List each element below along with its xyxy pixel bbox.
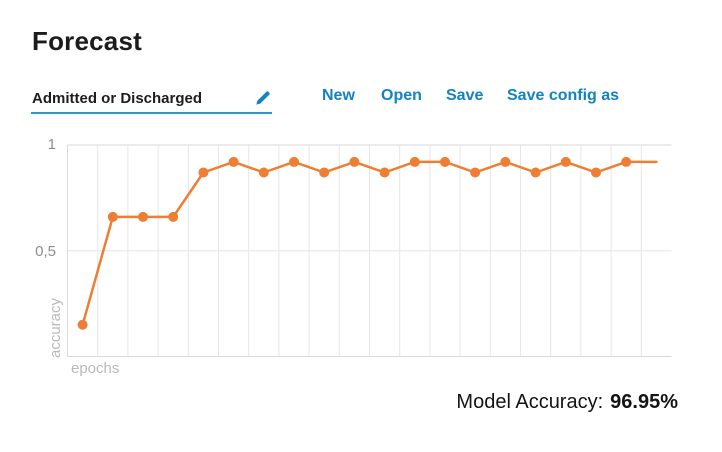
- config-name-value[interactable]: Admitted or Discharged: [32, 89, 203, 107]
- data-point: [530, 167, 541, 178]
- data-point: [349, 156, 360, 167]
- menu-item-save-config-as[interactable]: Save config as: [507, 87, 620, 104]
- menu-item-save[interactable]: Save: [446, 87, 484, 104]
- accuracy-series-line: [81, 160, 658, 327]
- model-accuracy-value: 96.95%: [610, 391, 678, 413]
- y-tick-1: 1: [47, 136, 56, 153]
- data-point: [228, 156, 239, 167]
- data-point: [500, 156, 511, 167]
- model-accuracy-label: Model Accuracy:: [456, 391, 604, 413]
- data-point: [107, 211, 118, 222]
- y-axis-label: accuracy: [47, 297, 64, 358]
- menu-item-open[interactable]: Open: [381, 87, 422, 104]
- data-point: [319, 167, 330, 178]
- data-point: [168, 211, 179, 222]
- data-point: [138, 211, 148, 222]
- page-title: Forecast: [32, 26, 142, 56]
- config-name-field[interactable]: Admitted or Discharged: [32, 86, 272, 110]
- config-field-underline: [31, 112, 272, 114]
- data-point: [409, 156, 420, 167]
- y-tick-0-5: 0,5: [35, 243, 56, 260]
- data-point: [440, 156, 450, 167]
- data-point: [470, 167, 481, 178]
- data-point: [77, 319, 88, 330]
- data-point: [379, 167, 390, 178]
- data-point: [198, 167, 209, 178]
- model-accuracy-readout: Model Accuracy: 96.95%: [456, 391, 678, 414]
- data-point: [591, 167, 601, 178]
- x-axis-label: epochs: [71, 360, 120, 377]
- data-point: [289, 156, 299, 167]
- data-point: [560, 156, 571, 167]
- menu-item-new[interactable]: New: [322, 87, 355, 104]
- pencil-icon[interactable]: [254, 89, 272, 107]
- data-point: [621, 156, 632, 167]
- data-point: [258, 167, 269, 178]
